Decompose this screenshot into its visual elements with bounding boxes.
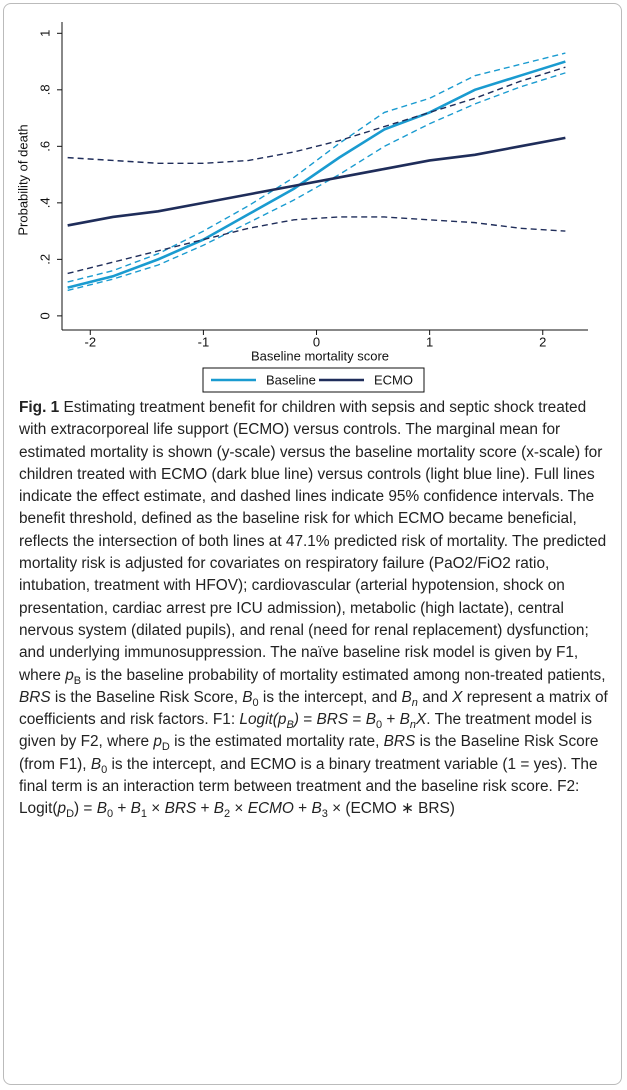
figure-frame <box>3 3 622 1085</box>
caption-text: X <box>452 688 463 706</box>
caption-text: 0 <box>106 808 114 821</box>
ci-upper-line <box>67 66 566 164</box>
caption-text: is the estimated mortality rate, <box>169 733 384 751</box>
caption-text: . The treatment model is given by F2, wh… <box>19 711 592 751</box>
caption-text: B <box>96 800 107 818</box>
caption-text: D <box>161 741 170 754</box>
caption-text: ) <box>293 711 299 729</box>
caption-text: Estimating treatment benefit for childre… <box>19 399 607 684</box>
caption-text: × (ECMO ∗ BRS) <box>327 800 455 818</box>
caption-text: p <box>65 666 74 684</box>
legend-label: ECMO <box>374 372 413 387</box>
caption-text: B <box>90 755 102 773</box>
y-tick-label: .2 <box>37 254 52 265</box>
caption-text: 0 <box>375 719 383 732</box>
caption-text: B <box>311 800 322 818</box>
x-axis-title: Baseline mortality score <box>251 348 389 363</box>
caption-text: D <box>66 808 75 821</box>
caption-text: B <box>365 711 376 729</box>
caption-text: n <box>409 719 417 732</box>
ci-lower-line <box>67 216 566 275</box>
caption-text: X <box>416 711 427 729</box>
x-tick-label: 0 <box>313 334 320 349</box>
caption-text: 0 <box>252 696 259 709</box>
caption-text: represent a matrix of coefficients and r… <box>19 688 608 729</box>
caption-text: is the intercept, and ECMO is a binary t… <box>19 755 598 818</box>
y-tick-label: 1 <box>37 30 52 37</box>
chart: Probability of death Baseline mortality … <box>15 22 588 393</box>
caption: Fig. 1 Estimating treatment benefit for … <box>19 397 609 821</box>
caption-text: BRS <box>316 711 349 729</box>
caption-text: BRS <box>164 800 197 818</box>
caption-text: n <box>411 696 418 709</box>
caption-text: is the Baseline Risk Score (from F1), <box>19 733 599 773</box>
caption-text: B <box>130 800 141 818</box>
x-tick-label: 1 <box>426 334 433 349</box>
ci-upper-line <box>67 52 566 283</box>
caption-text: B <box>401 688 412 706</box>
caption-text: B <box>399 711 410 729</box>
y-tick-label: 0 <box>37 312 52 319</box>
caption-text: × <box>230 800 248 818</box>
y-tick-label: .6 <box>37 141 52 152</box>
x-tick-label: -2 <box>84 334 96 349</box>
caption-text: is the intercept, and <box>258 688 402 706</box>
caption-text: p <box>57 800 67 818</box>
caption-text: Logit(p <box>239 711 287 729</box>
caption-text: B <box>242 688 253 706</box>
caption-text: Fig. 1 <box>19 399 60 416</box>
caption-text: is the baseline probability of mortality… <box>81 666 606 684</box>
caption-text: B <box>73 674 82 687</box>
caption-text: + <box>382 711 400 729</box>
y-tick-label: .4 <box>37 197 52 208</box>
caption-text: BRS <box>383 733 416 751</box>
caption-text: + <box>113 800 131 818</box>
caption-text: = <box>348 711 366 729</box>
caption-text: BRS <box>19 688 51 706</box>
caption-text: 2 <box>224 808 231 821</box>
caption-text: B <box>213 800 225 818</box>
caption-text: ) = <box>74 800 97 818</box>
caption-text: p <box>153 733 162 751</box>
caption-text: 0 <box>101 763 108 776</box>
y-tick-label: .8 <box>37 84 52 95</box>
series-line <box>67 60 566 289</box>
x-tick-label: 2 <box>539 334 546 349</box>
ci-lower-line <box>67 72 566 292</box>
y-axis-title: Probability of death <box>15 124 30 235</box>
caption-text: = <box>298 711 317 729</box>
caption-text: 3 <box>321 808 328 821</box>
caption-text: + <box>196 800 214 818</box>
caption-text: ECMO <box>247 800 294 818</box>
caption-text: B <box>286 719 294 732</box>
series-line <box>67 136 566 227</box>
x-tick-label: -1 <box>198 334 210 349</box>
legend-label: Baseline <box>266 372 316 387</box>
caption-text: is the Baseline Risk Score, <box>50 688 243 706</box>
caption-text: × <box>147 800 165 818</box>
caption-text: and <box>417 688 453 706</box>
caption-text: 1 <box>140 808 148 821</box>
caption-text: + <box>293 800 312 818</box>
